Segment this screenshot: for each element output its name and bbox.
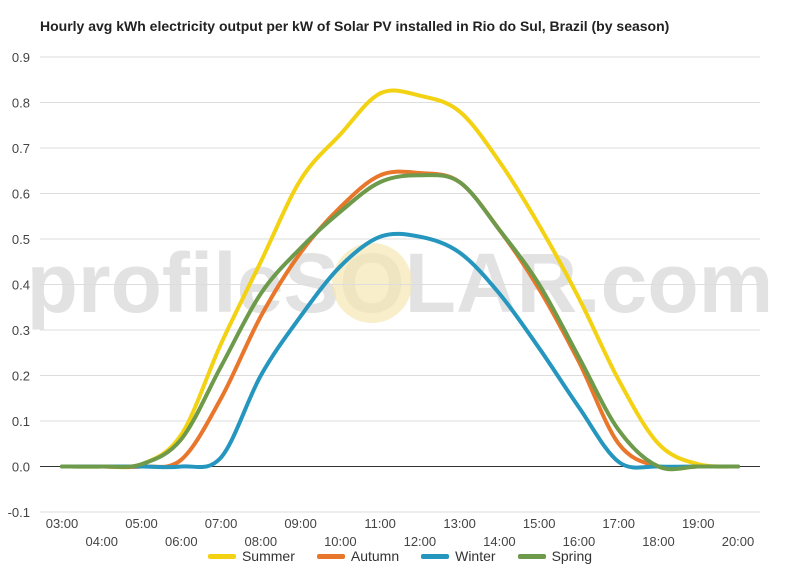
legend-item-winter: Winter (421, 548, 496, 564)
y-tick-label: 0.2 (12, 369, 30, 384)
x-tick-label: 15:00 (523, 516, 556, 531)
legend-item-autumn: Autumn (316, 548, 400, 564)
y-tick-label: 0.1 (12, 414, 30, 429)
x-tick-label: 09:00 (284, 516, 317, 531)
x-tick-label: 13:00 (443, 516, 476, 531)
x-tick-label: 11:00 (364, 516, 396, 531)
series-line-spring (60, 173, 740, 472)
y-tick-label: 0.7 (12, 141, 30, 156)
x-tick-label: 18:00 (642, 534, 675, 549)
y-tick-label: 0.5 (12, 232, 30, 247)
x-tick-label: 04:00 (85, 534, 118, 549)
x-tick-label: 07:00 (205, 516, 238, 531)
x-tick-label: 03:00 (46, 516, 79, 531)
y-tick-label: 0.9 (12, 50, 30, 65)
legend-swatch (517, 553, 546, 559)
x-tick-label: 14:00 (483, 534, 516, 549)
legend-swatch (421, 553, 450, 559)
series-line-winter (60, 231, 740, 470)
y-tick-label: 0.4 (12, 278, 30, 293)
x-tick-label: 17:00 (602, 516, 635, 531)
y-tick-label: 0.3 (12, 323, 30, 338)
y-tick-label: -0.1 (8, 505, 30, 520)
legend-item-spring: Spring (517, 548, 593, 564)
legend-item-summer: Summer (207, 548, 295, 564)
chart-title: Hourly avg kWh electricity output per kW… (40, 18, 670, 34)
y-tick-label: 0.8 (12, 96, 30, 111)
legend-swatch (207, 553, 236, 559)
series-lines (60, 88, 740, 472)
x-tick-label: 19:00 (682, 516, 715, 531)
x-tick-label: 12:00 (404, 534, 437, 549)
x-tick-label: 08:00 (245, 534, 278, 549)
x-tick-label: 10:00 (324, 534, 357, 549)
y-tick-label: 0.0 (12, 460, 30, 475)
legend-label: Summer (241, 548, 295, 564)
x-tick-label: 05:00 (125, 516, 158, 531)
legend-label: Spring (551, 548, 593, 564)
x-tick-label: 20:00 (722, 534, 755, 549)
legend-label: Autumn (350, 548, 400, 564)
watermark-sun-icon (332, 243, 412, 323)
series-line-summer (60, 88, 740, 470)
legend-swatch (316, 553, 345, 559)
x-tick-label: 06:00 (165, 534, 198, 549)
y-axis: -0.1 0.0 0.1 0.2 0.3 0.4 0.5 0.6 0.7 0.8 0.9 (8, 50, 30, 520)
grid-lines (40, 56, 760, 513)
legend-label: Winter (455, 548, 496, 564)
series-line-autumn (60, 169, 740, 471)
legend: Summer Autumn Winter Spring (0, 548, 800, 564)
x-tick-label: 16:00 (563, 534, 596, 549)
y-tick-label: 0.6 (12, 187, 30, 202)
x-axis: 03:00 04:00 05:00 06:00 07:00 08:00 09:00 10:00… (46, 516, 755, 549)
